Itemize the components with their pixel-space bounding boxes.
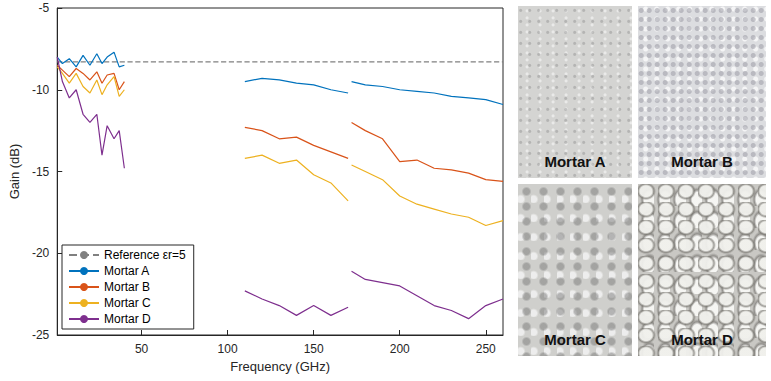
svg-text:100: 100 <box>218 342 238 356</box>
svg-text:-15: -15 <box>32 165 50 179</box>
html-text:Mortar C: Mortar C <box>544 331 606 348</box>
svg-text:Mortar A: Mortar A <box>104 264 149 278</box>
svg-text:Frequency (GHz): Frequency (GHz) <box>230 359 330 374</box>
svg-text:Reference εr=5: Reference εr=5 <box>104 248 186 262</box>
svg-text:250: 250 <box>476 342 496 356</box>
svg-text:Mortar D: Mortar D <box>104 312 151 326</box>
html-text:Mortar A: Mortar A <box>544 153 606 170</box>
svg-text:-5: -5 <box>39 1 50 15</box>
svg-text:Mortar C: Mortar C <box>104 296 151 310</box>
svg-text:200: 200 <box>390 342 410 356</box>
svg-text:Gain (dB): Gain (dB) <box>7 144 22 200</box>
svg-text:-20: -20 <box>32 246 50 260</box>
html-text:Mortar D: Mortar D <box>671 331 733 348</box>
svg-text:50: 50 <box>135 342 149 356</box>
svg-text:150: 150 <box>304 342 324 356</box>
html-text:Mortar B: Mortar B <box>671 153 733 170</box>
svg-text:-25: -25 <box>32 328 50 342</box>
svg-text:Mortar B: Mortar B <box>104 280 150 294</box>
svg-text:-10: -10 <box>32 83 50 97</box>
